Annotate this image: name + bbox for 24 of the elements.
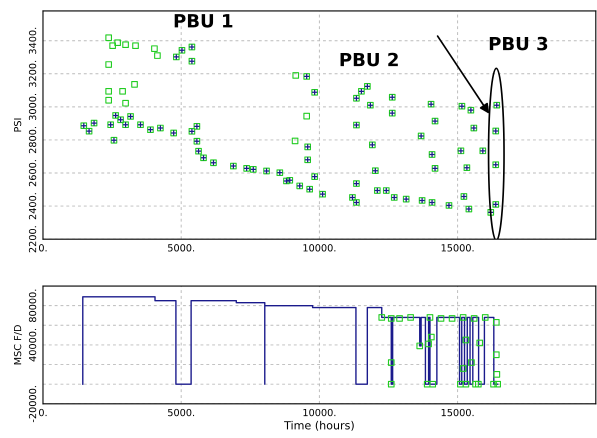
y-tick-label: 2200. bbox=[28, 226, 36, 252]
x-tick-label: 5000. bbox=[168, 408, 194, 416]
y-axis-title: PSI bbox=[14, 118, 22, 132]
y-tick-label: 3400. bbox=[28, 28, 36, 54]
x-tick-label: 0. bbox=[38, 408, 47, 416]
y-axis-title: MSC F/D bbox=[14, 325, 22, 364]
y-tick-label: 2800. bbox=[28, 127, 36, 154]
x-tick-label: 10000. bbox=[303, 244, 336, 252]
x-tick-label: 15000. bbox=[442, 244, 474, 252]
y-tick-label: 3000. bbox=[28, 94, 36, 120]
y-tick-label: 2600. bbox=[28, 160, 36, 186]
annotation: PBU 3 bbox=[490, 36, 548, 50]
annotation: PBU 2 bbox=[340, 52, 398, 66]
x-tick-label: 15000. bbox=[442, 408, 474, 416]
y-tick-label: -20000. bbox=[28, 386, 36, 422]
y-tick-label: 80000. bbox=[28, 290, 36, 322]
y-tick-label: 40000. bbox=[28, 328, 36, 362]
y-tick-label: 3200. bbox=[28, 60, 36, 87]
x-tick-label: 5000. bbox=[168, 244, 194, 252]
x-axis-title: Time (hours) bbox=[284, 420, 354, 431]
annotation: PBU 1 bbox=[174, 14, 232, 28]
x-tick-label: 10000. bbox=[303, 408, 336, 416]
y-tick-label: 2400. bbox=[28, 193, 36, 220]
x-tick-label: 0. bbox=[38, 244, 47, 252]
